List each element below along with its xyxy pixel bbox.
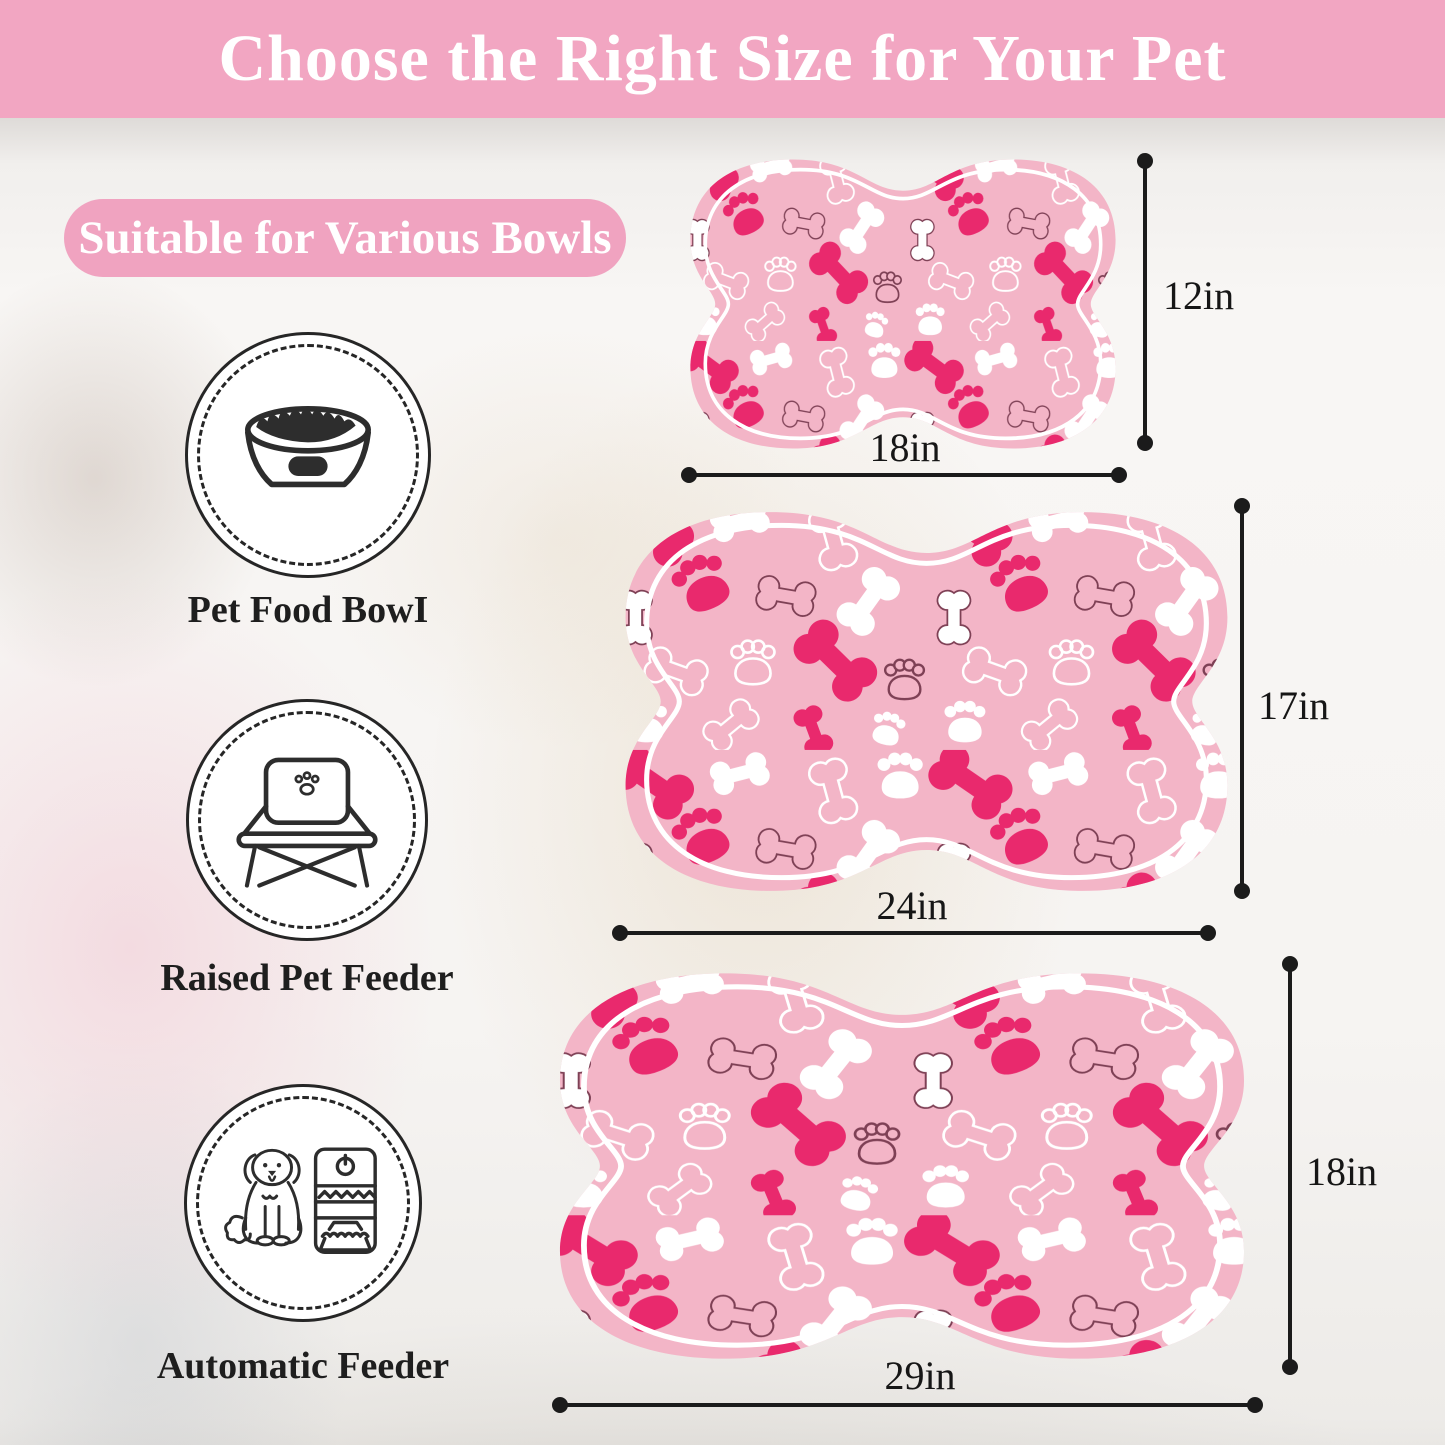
- width-dimension-line-small: [681, 467, 1127, 483]
- height-dimension-line-small: [1137, 153, 1153, 451]
- bone-mat-graphic-large: [559, 973, 1245, 1359]
- header-banner: Choose the Right Size for Your Pet: [0, 0, 1445, 118]
- height-dimension-label-small: 12in: [1163, 273, 1235, 318]
- mat-medium: [608, 497, 1245, 906]
- feature-raised-pet-feeder: [186, 699, 428, 941]
- raised-pet-feeder-icon: [236, 757, 378, 888]
- width-dimension-line-large: [552, 1397, 1263, 1413]
- mat-large: [540, 958, 1264, 1374]
- feature-automatic-feeder: [184, 1084, 422, 1322]
- bone-mat-graphic-medium: [625, 512, 1228, 891]
- feature-label-raised-pet-feeder: Raised Pet Feeder: [160, 957, 454, 999]
- height-dimension-label-large: 18in: [1306, 1149, 1378, 1194]
- suitability-badge-label: Suitable for Various Bowls: [78, 212, 612, 264]
- feature-pet-food-bowl: [185, 332, 431, 578]
- suitability-badge: Suitable for Various Bowls: [64, 199, 626, 277]
- height-dimension-label-medium: 17in: [1258, 683, 1330, 728]
- pet-food-bowl-icon: [245, 406, 371, 488]
- width-dimension-label-large: 29in: [884, 1353, 956, 1398]
- height-dimension-line-large: [1282, 956, 1298, 1375]
- bone-mat-graphic-small: [690, 159, 1116, 449]
- page-title: Choose the Right Size for Your Pet: [218, 22, 1227, 95]
- feature-label-automatic-feeder: Automatic Feeder: [156, 1345, 450, 1387]
- width-dimension-label-small: 18in: [869, 425, 941, 470]
- feature-label-pet-food-bowl: Pet Food BowI: [187, 589, 429, 631]
- width-dimension-line-medium: [612, 925, 1216, 941]
- mat-small: [678, 148, 1128, 460]
- height-dimension-line-medium: [1234, 498, 1250, 899]
- width-dimension-label-medium: 24in: [876, 883, 948, 928]
- automatic-feeder-icon: [224, 1147, 377, 1254]
